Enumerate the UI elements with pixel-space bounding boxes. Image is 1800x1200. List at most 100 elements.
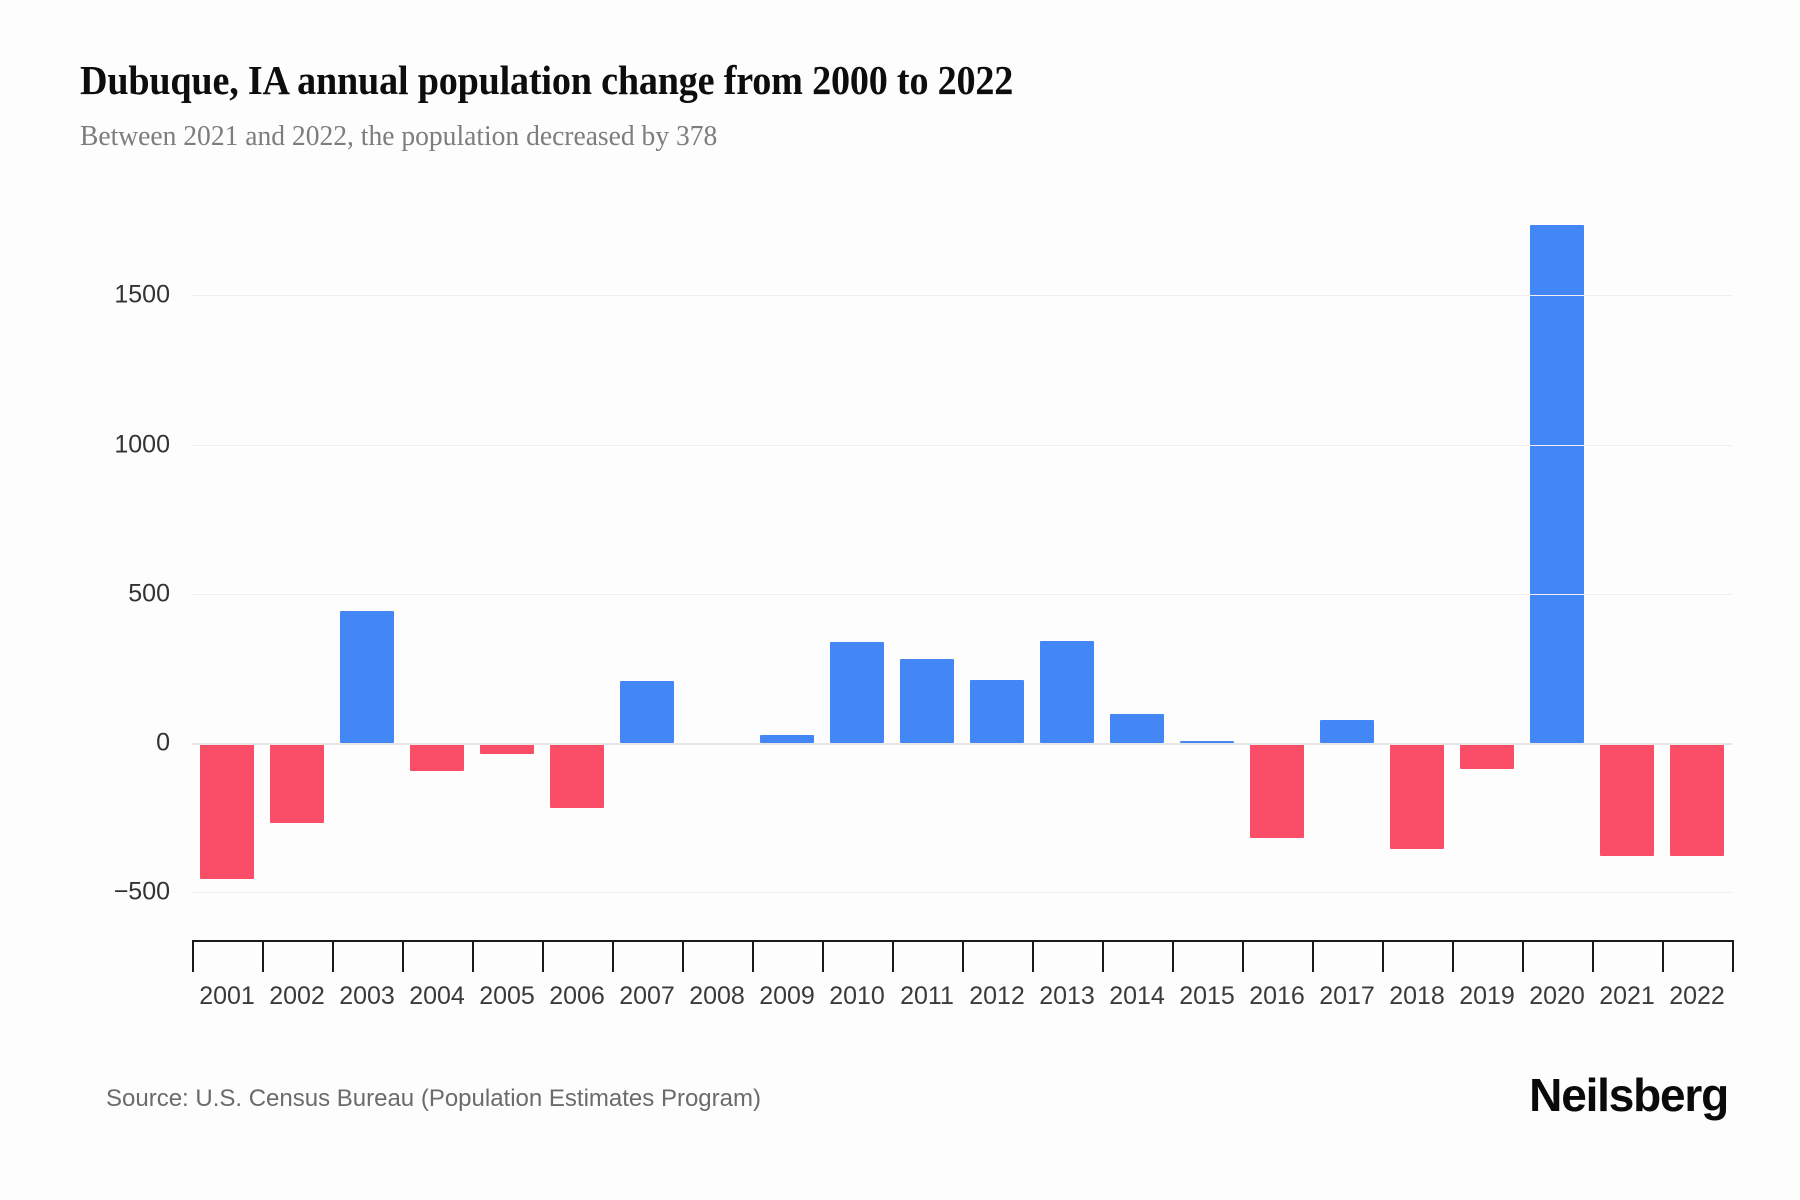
bar-2002[interactable] [269,742,325,823]
x-axis-label-2012: 2012 [969,982,1025,1010]
plot-area: 1500 1000 500 0 −500 [114,200,1732,910]
x-axis-tick [1242,940,1244,972]
bar-2003[interactable] [339,610,395,743]
bar-slot[interactable] [1312,200,1382,910]
x-axis-tick [752,940,754,972]
x-axis-label-2010: 2010 [829,982,885,1010]
x-axis-label-2005: 2005 [479,982,535,1010]
bar-slot[interactable] [542,200,612,910]
bar-2015[interactable] [1179,741,1235,744]
gridline [192,295,1732,297]
x-axis-label-2007: 2007 [619,982,675,1010]
brand-logo: Neilsberg [1529,1069,1729,1121]
gridline [192,892,1732,894]
bar-slot[interactable] [1452,200,1522,910]
bar-2001[interactable] [199,742,255,880]
bar-2022[interactable] [1669,742,1725,856]
bar-slot[interactable] [1102,200,1172,910]
bar-2009[interactable] [759,735,815,743]
bar-slot[interactable] [1382,200,1452,910]
x-axis-label-2017: 2017 [1319,982,1375,1010]
bar-slot[interactable] [822,200,892,910]
bar-2010[interactable] [829,642,885,743]
bar-2021[interactable] [1599,742,1655,856]
x-axis-tick [332,940,334,972]
bar-slot[interactable] [1032,200,1102,910]
x-axis-label-2004: 2004 [409,982,465,1010]
zero-line [192,742,1732,745]
x-axis-label-2015: 2015 [1179,982,1235,1010]
x-axis-tick [1732,940,1734,972]
y-axis-tick-label: 500 [128,579,170,608]
bar-slot[interactable] [1242,200,1312,910]
x-axis-label-2008: 2008 [689,982,745,1010]
bar-slot[interactable] [1522,200,1592,910]
x-axis-tick [1522,940,1524,972]
x-axis-tick [1172,940,1174,972]
y-axis-tick-label: −500 [113,877,170,906]
bar-series [192,200,1732,910]
page-subtitle: Between 2021 and 2022, the population de… [80,120,718,152]
bar-slot[interactable] [1662,200,1732,910]
bar-slot[interactable] [192,200,262,910]
bar-slot[interactable] [402,200,472,910]
bar-2007[interactable] [619,680,675,743]
x-axis-label-2014: 2014 [1109,982,1165,1010]
x-axis-tick [262,940,264,972]
bar-2005[interactable] [479,742,535,754]
x-axis-tick [192,940,194,972]
x-axis-label-2013: 2013 [1039,982,1095,1010]
x-axis-tick [542,940,544,972]
y-axis-tick-label: 0 [156,728,170,757]
x-axis-label-2011: 2011 [900,982,954,1010]
y-axis-tick-label: 1000 [114,430,170,459]
x-axis-label-2002: 2002 [269,982,325,1010]
bar-slot[interactable] [1172,200,1242,910]
bar-slot[interactable] [752,200,822,910]
bar-slot[interactable] [1592,200,1662,910]
bar-2014[interactable] [1109,713,1165,743]
bar-2020[interactable] [1529,225,1585,743]
bar-slot[interactable] [332,200,402,910]
x-axis-tick [472,940,474,972]
x-axis-label-2009: 2009 [759,982,815,1010]
x-axis-tick [612,940,614,972]
x-axis-label-2022: 2022 [1669,982,1725,1010]
x-axis-tick [1102,940,1104,972]
x-axis-tick [1032,940,1034,972]
x-axis: 2001 2002 2003 2004 2005 2006 2007 2008 2009 2010… [192,940,1734,1010]
source-note: Source: U.S. Census Bureau (Population E… [106,1085,761,1112]
bar-2006[interactable] [549,742,605,808]
x-axis-tick [1312,940,1314,972]
x-axis-tick [682,940,684,972]
gridline [192,593,1732,595]
bar-slot[interactable] [962,200,1032,910]
bar-2019[interactable] [1459,742,1515,769]
bar-2013[interactable] [1039,641,1095,743]
bar-slot[interactable] [682,200,752,910]
x-axis-label-2020: 2020 [1529,982,1585,1010]
bar-slot[interactable] [472,200,542,910]
page-title: Dubuque, IA annual population change fro… [80,57,1014,103]
x-axis-label-2006: 2006 [549,982,605,1010]
x-axis-tick [1662,940,1664,972]
x-axis-label-2018: 2018 [1389,982,1445,1010]
bar-slot[interactable] [612,200,682,910]
x-axis-tick [892,940,894,972]
x-axis-label-2019: 2019 [1459,982,1515,1010]
bar-2018[interactable] [1389,742,1445,850]
x-axis-tick [1592,940,1594,972]
bar-2004[interactable] [409,742,465,772]
bar-slot[interactable] [892,200,962,910]
x-axis-label-2001: 2001 [199,982,255,1010]
x-axis-tick [402,940,404,972]
bar-2016[interactable] [1249,742,1305,839]
x-axis-label-2021: 2021 [1599,982,1655,1010]
bar-2011[interactable] [899,658,955,743]
bar-2012[interactable] [969,679,1025,743]
x-axis-tick [822,940,824,972]
bar-slot[interactable] [262,200,332,910]
bar-2017[interactable] [1319,719,1375,743]
x-axis-label-2016: 2016 [1249,982,1305,1010]
